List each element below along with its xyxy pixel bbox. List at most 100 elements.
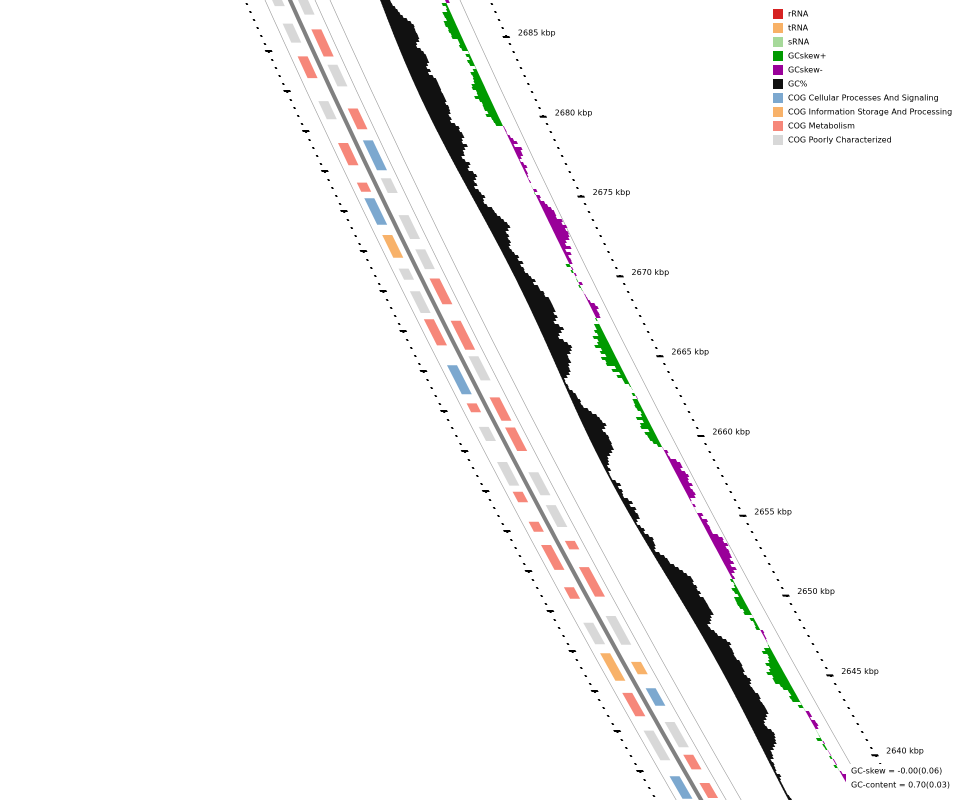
gc-percent (599, 459, 610, 462)
gc-skew-pos (648, 429, 655, 432)
gc-percent (481, 213, 498, 216)
gc-percent (524, 297, 550, 300)
gc-percent (502, 252, 516, 255)
gene (497, 462, 520, 486)
gc-percent (688, 612, 714, 615)
gc-skew-neg (565, 255, 570, 258)
inner-scale-tick (419, 370, 428, 372)
gene (362, 140, 387, 171)
scale-label: 2670 kbp (632, 268, 670, 277)
gc-skew-neg (585, 297, 589, 300)
inner-scale-dot (544, 603, 548, 605)
gc-skew-pos (791, 699, 801, 702)
gc-skew-neg (701, 522, 709, 525)
gc-percent (386, 18, 408, 21)
inner-scale-dot (492, 507, 496, 509)
gc-percent (710, 651, 735, 654)
inner-scale-dot (611, 723, 615, 725)
gc-skew-neg (812, 723, 819, 726)
scale-dot (599, 235, 603, 237)
gc-skew-neg (674, 471, 687, 474)
legend-label: GCskew+ (788, 52, 826, 61)
gc-skew-neg (696, 513, 704, 516)
guide-line (264, 0, 677, 800)
gc-percent (574, 408, 589, 411)
gene (622, 692, 646, 717)
scale-tick (502, 36, 511, 38)
gc-percent (458, 171, 475, 174)
gc-percent (730, 687, 754, 690)
gc-percent (641, 534, 650, 537)
gc-skew-pos (769, 666, 782, 669)
gc-skew-neg (541, 207, 553, 210)
gc-percent (406, 66, 428, 69)
gc-percent (461, 177, 477, 180)
gc-skew-pos (443, 15, 454, 18)
gc-skew-pos (824, 747, 828, 750)
inner-scale-dot (338, 203, 342, 205)
gene (450, 320, 476, 350)
gc-percent (572, 402, 582, 405)
gc-skew-neg (692, 504, 696, 507)
gc-percent (439, 135, 465, 138)
inner-scale-dot (459, 443, 463, 445)
scale-dot (587, 211, 591, 213)
gc-skew-pos (605, 360, 619, 363)
gene (489, 397, 512, 421)
gc-skew-pos (492, 120, 502, 123)
gc-skew-pos (490, 117, 501, 120)
gc-skew-neg (711, 540, 725, 543)
gc-skew-neg (708, 534, 719, 537)
gc-percent (474, 201, 485, 204)
gc-percent (774, 774, 782, 777)
scale-dot (716, 467, 720, 469)
gc-skew-neg (727, 570, 735, 573)
legend-label: COG Cellular Processes And Signaling (788, 94, 939, 103)
legend-swatch (773, 93, 783, 103)
gc-skew-neg (553, 231, 569, 234)
gc-percent (785, 795, 791, 798)
gc-percent (486, 222, 509, 225)
gc-percent (728, 684, 751, 687)
inner-scale-dot (430, 387, 434, 389)
inner-scale-tick (590, 690, 599, 692)
inner-scale-dot (553, 619, 557, 621)
gc-skew-pos (639, 423, 652, 426)
gc-percent (651, 552, 661, 555)
scale-dot (780, 587, 784, 589)
gene (447, 365, 472, 395)
gc-percent (498, 246, 511, 249)
gc-percent (714, 657, 738, 660)
inner-scale-dot (575, 659, 579, 661)
gc-percent (590, 441, 612, 444)
gc-percent (402, 57, 428, 60)
inner-scale-dot (518, 555, 522, 557)
gc-percent (755, 735, 776, 738)
gc-percent (487, 225, 511, 228)
gc-percent (635, 525, 642, 528)
gc-skew-pos (736, 603, 748, 606)
inner-scale-tick (635, 770, 645, 772)
gc-percent (517, 282, 535, 285)
scale-dot (549, 131, 553, 133)
gc-percent (681, 600, 707, 603)
gc-percent (646, 543, 656, 546)
inner-scale-dot (488, 499, 492, 501)
inner-scale-dot (293, 107, 296, 109)
gc-skew-pos (754, 624, 759, 627)
gene (297, 56, 318, 79)
gc-percent (747, 720, 766, 723)
gc-percent (573, 405, 584, 408)
gc-skew-neg (514, 150, 522, 153)
inner-scale-dot (417, 363, 421, 365)
inner-scale-dot (270, 59, 274, 61)
gc-percent (577, 414, 598, 417)
gc-skew-neg (668, 459, 678, 462)
scale-dot (634, 307, 638, 309)
gc-skew-pos (787, 690, 796, 693)
scale-dot (530, 91, 534, 93)
gc-percent (382, 6, 396, 9)
gc-skew-pos (475, 90, 488, 93)
scale-dot (820, 659, 824, 661)
gene (338, 143, 359, 166)
